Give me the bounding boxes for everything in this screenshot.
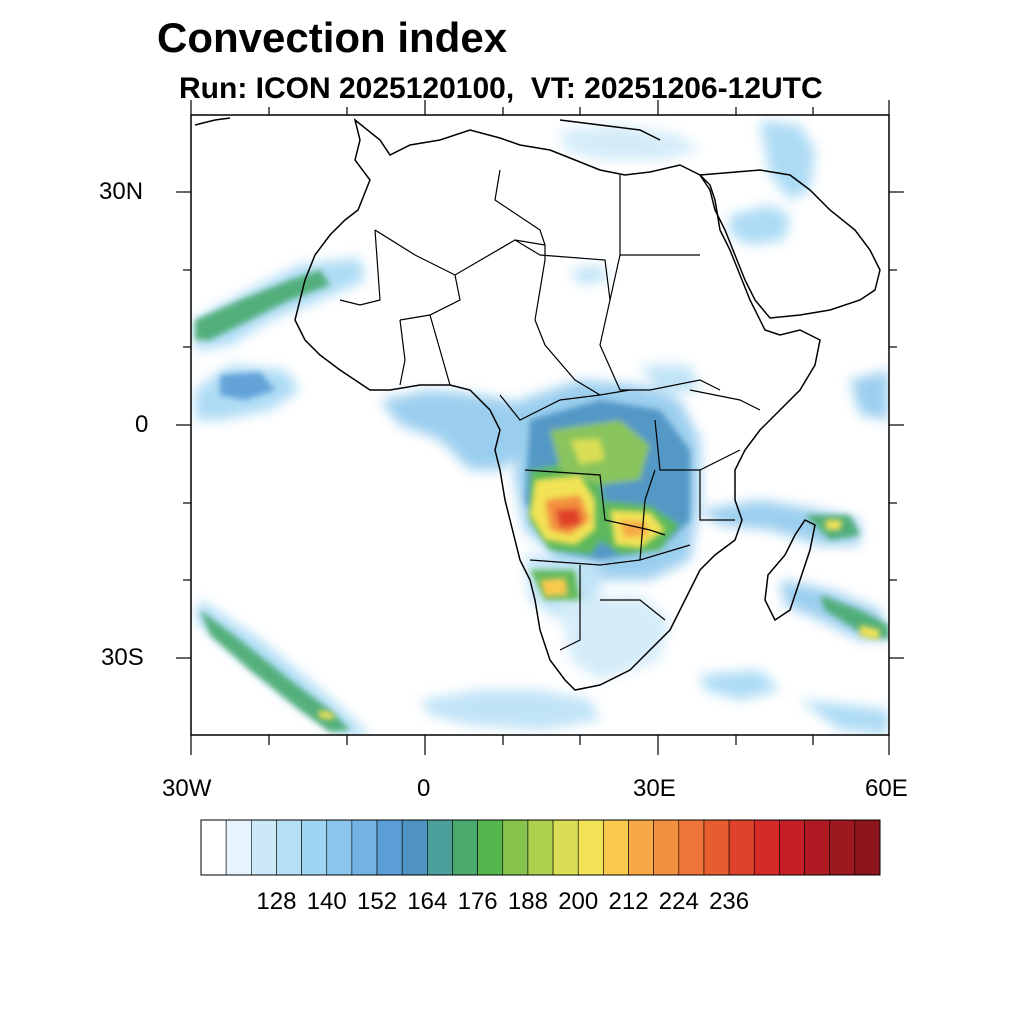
lat-label-30s: 30S bbox=[101, 644, 144, 671]
country-borders bbox=[339, 169, 761, 651]
colorbar bbox=[200, 819, 881, 876]
colorbar-swatch bbox=[653, 819, 680, 876]
coastlines bbox=[194, 117, 881, 691]
colorbar-swatch bbox=[376, 819, 403, 876]
colorbar-swatch bbox=[829, 819, 856, 876]
colorbar-swatch bbox=[678, 819, 705, 876]
colorbar-swatch bbox=[427, 819, 453, 876]
colorbar-tick-label: 128 bbox=[256, 888, 297, 915]
colorbar-swatch bbox=[527, 819, 554, 876]
colorbar-swatch bbox=[452, 819, 478, 876]
colorbar-tick-label: 176 bbox=[457, 888, 498, 915]
chart-title: Convection index bbox=[157, 14, 508, 61]
colorbar-tick-label: 152 bbox=[357, 888, 398, 915]
lon-label-0: 0 bbox=[417, 775, 431, 802]
colorbar-swatch bbox=[628, 819, 654, 876]
colorbar-swatch bbox=[502, 819, 529, 876]
colorbar-tick-label: 212 bbox=[608, 888, 649, 915]
colorbar-swatch bbox=[401, 819, 428, 876]
colorbar-tick-label: 164 bbox=[407, 888, 448, 915]
colorbar-tick-label: 200 bbox=[558, 888, 599, 915]
colorbar-swatch bbox=[477, 819, 504, 876]
axis-ticks bbox=[176, 100, 904, 755]
colorbar-tick-label: 188 bbox=[507, 888, 548, 915]
colorbar-outline bbox=[200, 819, 881, 876]
colorbar-swatch bbox=[225, 819, 252, 876]
colorbar-swatch bbox=[552, 819, 579, 876]
lat-label-30n: 30N bbox=[99, 178, 144, 205]
colorbar-tick-label: 236 bbox=[709, 888, 750, 915]
run-subtitle: Run: ICON 2025120100, VT: 20251206-12UTC bbox=[179, 72, 823, 105]
colorbar-swatch bbox=[326, 819, 353, 876]
colorbar-swatch bbox=[728, 819, 755, 876]
lon-label-30w: 30W bbox=[162, 775, 212, 802]
colorbar-tick-label: 224 bbox=[658, 888, 699, 915]
convection-field bbox=[195, 120, 889, 735]
colorbar-swatch bbox=[276, 819, 302, 876]
colorbar-swatch bbox=[250, 819, 277, 876]
colorbar-swatch bbox=[351, 819, 378, 876]
colorbar-swatch bbox=[854, 819, 881, 876]
colorbar-swatch bbox=[603, 819, 629, 876]
colorbar-swatch bbox=[200, 819, 227, 876]
lon-label-60e: 60E bbox=[865, 775, 908, 802]
lon-label-30e: 30E bbox=[633, 775, 676, 802]
colorbar-swatch bbox=[301, 819, 328, 876]
colorbar-swatch bbox=[753, 819, 780, 876]
colorbar-swatch bbox=[703, 819, 730, 876]
colorbar-swatch bbox=[779, 819, 805, 876]
colorbar-swatch bbox=[577, 819, 604, 876]
lat-label-0: 0 bbox=[135, 411, 149, 438]
colorbar-swatch bbox=[804, 819, 831, 876]
colorbar-tick-label: 140 bbox=[306, 888, 347, 915]
